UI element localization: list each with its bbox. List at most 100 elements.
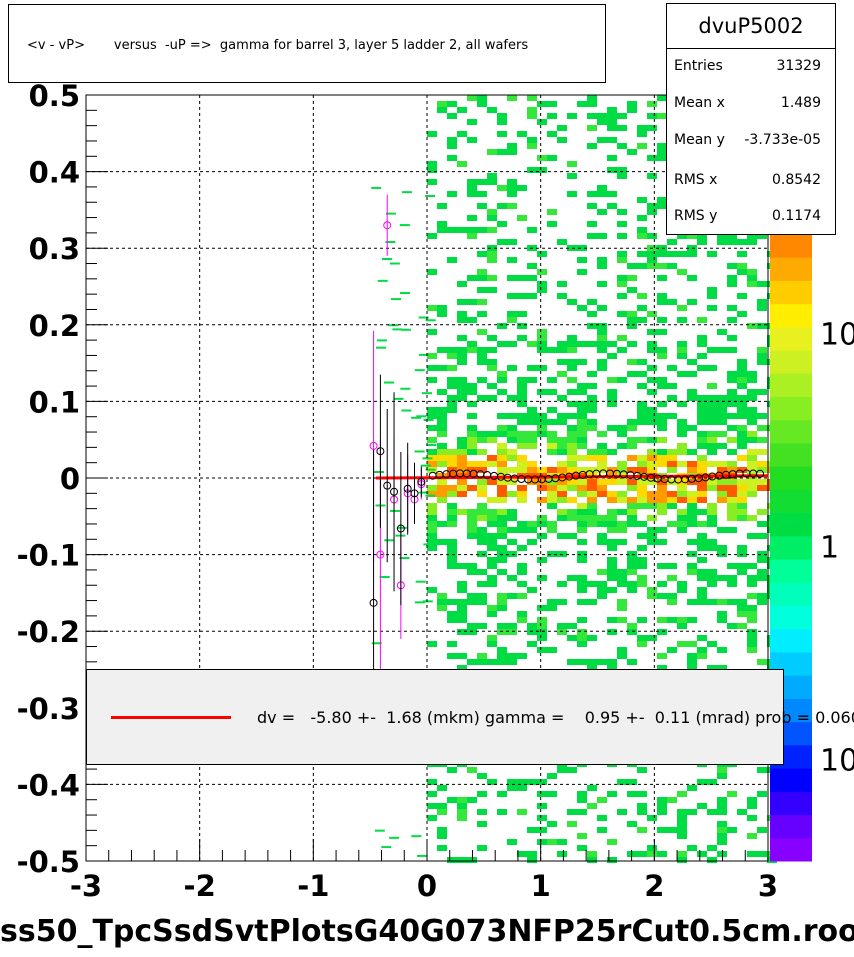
heatmap-cell bbox=[727, 449, 737, 455]
heatmap-cell bbox=[567, 401, 577, 407]
heatmap-cell bbox=[667, 497, 677, 503]
heatmap-cell bbox=[737, 545, 747, 551]
heatmap-cell bbox=[537, 497, 547, 503]
heatmap-cell bbox=[517, 485, 527, 491]
heatmap-cell bbox=[381, 258, 392, 261]
heatmap-cell bbox=[587, 323, 597, 329]
heatmap-cell bbox=[697, 455, 707, 461]
heatmap-cell bbox=[418, 491, 429, 494]
heatmap-cell bbox=[667, 521, 677, 527]
heatmap-cell bbox=[577, 599, 587, 605]
heatmap-cell bbox=[657, 539, 667, 545]
heatmap-cell bbox=[547, 599, 557, 605]
heatmap-cell bbox=[627, 551, 637, 557]
profile-black-marker bbox=[396, 524, 405, 533]
heatmap-cell bbox=[427, 521, 437, 527]
heatmap-cell bbox=[477, 551, 487, 557]
heatmap-cell bbox=[637, 533, 647, 539]
heatmap-cell bbox=[627, 467, 637, 473]
heatmap-cell bbox=[447, 611, 457, 617]
heatmap-cell bbox=[677, 431, 687, 437]
heatmap-cell bbox=[507, 575, 517, 581]
heatmap-cell bbox=[547, 497, 557, 503]
y-tick-label: 0.2 bbox=[29, 309, 80, 343]
heatmap-cell bbox=[517, 395, 527, 401]
heatmap-cell bbox=[527, 467, 537, 473]
heatmap-cell bbox=[677, 419, 687, 425]
x-tick-label: 2 bbox=[644, 869, 664, 903]
x-tick-label: 1 bbox=[531, 869, 551, 903]
heatmap-cell bbox=[557, 485, 567, 491]
heatmap-cell bbox=[487, 347, 497, 353]
heatmap-cell bbox=[707, 407, 717, 413]
heatmap-cell bbox=[487, 479, 497, 485]
heatmap-cell bbox=[637, 767, 647, 773]
heatmap-cell bbox=[617, 575, 627, 581]
heatmap-cell bbox=[497, 515, 507, 521]
heatmap-cell bbox=[557, 137, 567, 143]
heatmap-cell bbox=[437, 347, 447, 353]
heatmap-cell bbox=[707, 485, 717, 491]
heatmap-cell bbox=[577, 401, 587, 407]
heatmap-cell bbox=[587, 299, 597, 305]
heatmap-cell bbox=[597, 335, 607, 341]
heatmap-cell bbox=[607, 377, 617, 383]
heatmap-cell bbox=[467, 527, 477, 533]
heatmap-cell bbox=[587, 467, 597, 473]
heatmap-cell bbox=[437, 497, 447, 503]
heatmap-cell bbox=[467, 449, 477, 455]
heatmap-cell bbox=[587, 491, 597, 497]
heatmap-cell bbox=[737, 455, 747, 461]
heatmap-cell bbox=[477, 773, 487, 779]
heatmap-cell bbox=[547, 449, 557, 455]
heatmap-cell bbox=[497, 113, 507, 119]
heatmap-cell bbox=[627, 587, 637, 593]
heatmap-cell bbox=[557, 629, 567, 635]
heatmap-cell bbox=[487, 557, 497, 563]
heatmap-cell bbox=[647, 233, 657, 239]
legend-fit-line bbox=[111, 716, 231, 719]
heatmap-cell bbox=[587, 383, 597, 389]
heatmap-cell bbox=[627, 443, 637, 449]
heatmap-cell bbox=[437, 539, 447, 545]
heatmap-cell bbox=[637, 485, 647, 491]
heatmap-cell bbox=[727, 791, 737, 797]
heatmap-cell bbox=[677, 527, 687, 533]
heatmap-cell bbox=[437, 221, 447, 227]
heatmap-cell bbox=[517, 521, 527, 527]
heatmap-cell bbox=[467, 659, 477, 665]
heatmap-cell bbox=[727, 371, 737, 377]
heatmap-cell bbox=[527, 641, 537, 647]
heatmap-cell bbox=[707, 809, 717, 815]
heatmap-cell bbox=[577, 305, 587, 311]
heatmap-cell bbox=[487, 287, 497, 293]
heatmap-cell bbox=[707, 575, 717, 581]
heatmap-cell bbox=[637, 491, 647, 497]
heatmap-cell bbox=[507, 395, 517, 401]
heatmap-cell bbox=[567, 575, 577, 581]
heatmap-cell bbox=[597, 263, 607, 269]
heatmap-cell bbox=[527, 143, 537, 149]
heatmap-cell bbox=[637, 131, 647, 137]
heatmap-cell bbox=[647, 815, 657, 821]
heatmap-cell bbox=[487, 437, 497, 443]
heatmap-cell bbox=[567, 659, 577, 665]
heatmap-cell bbox=[647, 533, 657, 539]
heatmap-cell bbox=[697, 509, 707, 515]
y-tick-label: 0.5 bbox=[29, 79, 80, 113]
heatmap-cell bbox=[687, 569, 697, 575]
heatmap-cell bbox=[457, 281, 467, 287]
heatmap-cell bbox=[597, 827, 607, 833]
heatmap-cell bbox=[697, 491, 707, 497]
heatmap-cell bbox=[747, 611, 757, 617]
heatmap-cell bbox=[507, 143, 517, 149]
heatmap-cell bbox=[617, 233, 627, 239]
heatmap-cell bbox=[447, 353, 457, 359]
heatmap-cell bbox=[527, 137, 537, 143]
heatmap-cell bbox=[757, 533, 767, 539]
heatmap-cell bbox=[647, 851, 657, 857]
heatmap-cell bbox=[507, 491, 517, 497]
heatmap-cell bbox=[597, 119, 607, 125]
heatmap-cell bbox=[727, 599, 737, 605]
heatmap-cell bbox=[677, 515, 687, 521]
